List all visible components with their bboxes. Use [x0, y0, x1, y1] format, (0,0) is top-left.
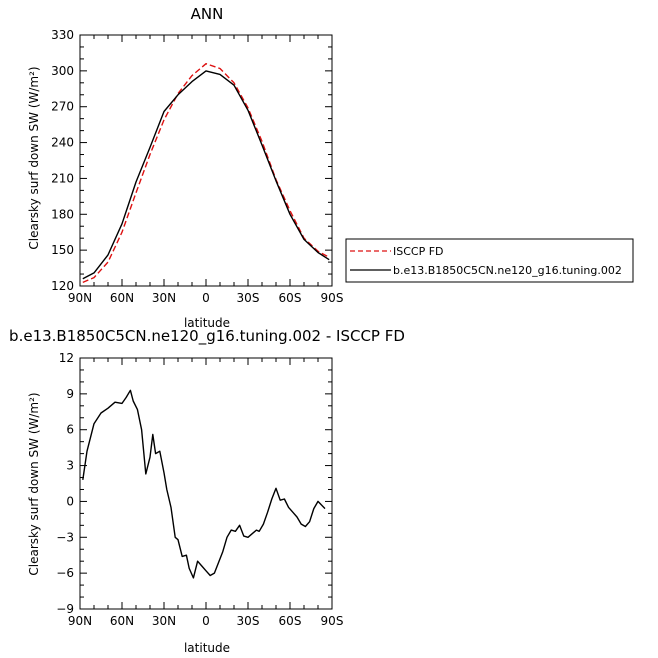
top-x-tick-label: 30S — [237, 291, 260, 305]
bottom-plot-frame — [79, 357, 333, 610]
top-y-axis-label: Clearsky surf down SW (W/m²) — [27, 66, 41, 249]
bottom-x-tick-label: 60S — [279, 614, 302, 628]
panel-top: ANN Clearsky surf down SW (W/m²) latitud… — [27, 5, 343, 330]
panel-bottom: b.e13.B1850C5CN.ne120_g16.tuning.002 - I… — [9, 327, 405, 655]
bottom-x-tick-label: 30N — [152, 614, 176, 628]
bottom-y-tick-label: 3 — [66, 459, 74, 473]
bottom-x-axis-label: latitude — [184, 641, 230, 655]
legend-box — [345, 238, 634, 283]
top-title: ANN — [191, 5, 224, 23]
top-series-line-0 — [82, 63, 330, 284]
bottom-y-axis-label: Clearsky surf down SW (W/m²) — [27, 392, 41, 575]
top-series-line-1 — [82, 70, 330, 280]
top-y-tick-label: 330 — [51, 28, 74, 42]
bottom-y-tick-label: 12 — [59, 351, 74, 365]
bottom-y-tick-label: −9 — [56, 602, 74, 616]
top-plot-frame — [79, 34, 333, 287]
bottom-y-tick-label: −6 — [56, 566, 74, 580]
top-x-tick-label: 0 — [202, 291, 210, 305]
top-x-tick-label: 60N — [110, 291, 134, 305]
top-x-tick-label: 30N — [152, 291, 176, 305]
bottom-y-tick-label: −3 — [56, 530, 74, 544]
bottom-y-tick-label: 0 — [66, 494, 74, 508]
top-x-tick-label: 90N — [68, 291, 92, 305]
top-y-tick-label: 210 — [51, 171, 74, 185]
top-x-tick-label: 60S — [279, 291, 302, 305]
bottom-x-tick-label: 90N — [68, 614, 92, 628]
top-x-axis-label: latitude — [184, 316, 230, 330]
bottom-y-tick-label: 6 — [66, 423, 74, 437]
bottom-x-tick-label: 30S — [237, 614, 260, 628]
top-y-tick-label: 150 — [51, 243, 74, 257]
legend-label-isccp: ISCCP FD — [393, 245, 444, 258]
bottom-series-line-0 — [82, 389, 326, 579]
bottom-x-tick-label: 60N — [110, 614, 134, 628]
top-y-tick-label: 180 — [51, 207, 74, 221]
legend-label-model: b.e13.B1850C5CN.ne120_g16.tuning.002 — [393, 264, 622, 277]
top-y-tick-label: 270 — [51, 100, 74, 114]
top-y-tick-label: 120 — [51, 279, 74, 293]
top-x-tick-label: 90S — [321, 291, 344, 305]
bottom-title: b.e13.B1850C5CN.ne120_g16.tuning.002 - I… — [9, 327, 405, 346]
bottom-x-tick-label: 0 — [202, 614, 210, 628]
top-y-tick-label: 300 — [51, 64, 74, 78]
top-y-tick-label: 240 — [51, 136, 74, 150]
bottom-x-tick-label: 90S — [321, 614, 344, 628]
bottom-y-tick-label: 9 — [66, 387, 74, 401]
legend: ISCCP FD b.e13.B1850C5CN.ne120_g16.tunin… — [345, 238, 634, 283]
